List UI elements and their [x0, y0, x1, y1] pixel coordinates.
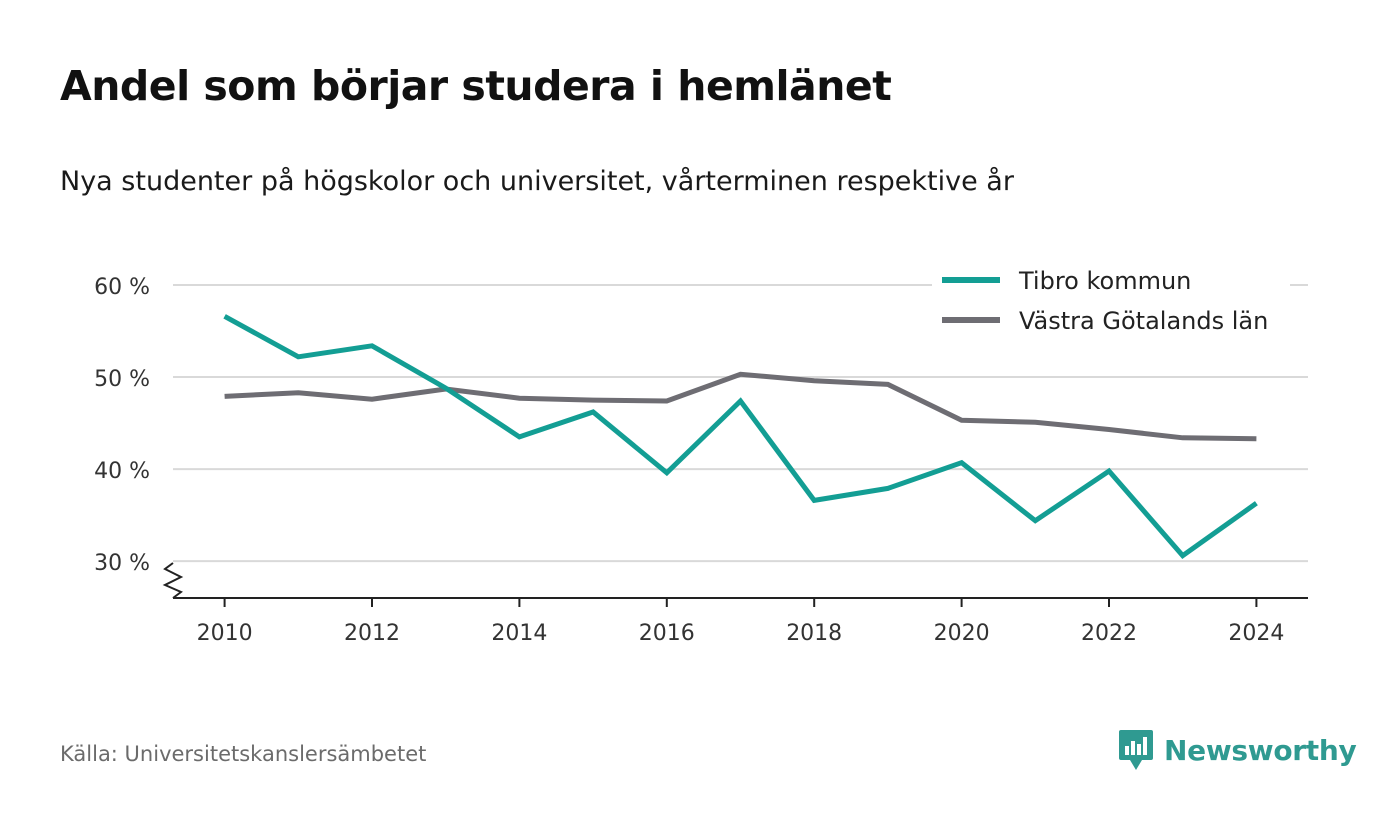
legend-label: Västra Götalands län — [1019, 307, 1268, 335]
series-line-vastra-gotaland — [224, 371, 1257, 442]
chart-title: Andel som börjar studera i hemlänet — [60, 62, 892, 110]
brand-logo: Newsworthy — [1118, 728, 1357, 772]
x-tick-label: 2018 — [786, 621, 842, 646]
source-note: Källa: Universitetskanslersämbetet — [60, 742, 427, 766]
x-tick-label: 2014 — [491, 621, 547, 646]
y-tick-label: 60 % — [94, 275, 150, 300]
x-tick-label: 2020 — [934, 621, 990, 646]
legend: Tibro kommun Västra Götalands län — [932, 262, 1290, 344]
x-tick-label: 2016 — [639, 621, 695, 646]
brand-name: Newsworthy — [1164, 733, 1357, 767]
legend-label: Tibro kommun — [1018, 267, 1191, 295]
x-tick-label: 2022 — [1081, 621, 1137, 646]
line-chart: 30 % 40 % 50 % 60 % 2010 2012 2014 2016 2018 2020… — [94, 262, 1308, 646]
x-tick-label: 2012 — [344, 621, 400, 646]
y-tick-label: 40 % — [94, 459, 150, 484]
x-tick-label: 2024 — [1228, 621, 1284, 646]
series-line-tibro — [223, 314, 1258, 560]
series-lines — [223, 314, 1258, 560]
axis-break-mark — [162, 562, 184, 599]
y-tick-label: 50 % — [94, 367, 150, 392]
chart-subtitle: Nya studenter på högskolor och universit… — [60, 166, 1014, 197]
newsworthy-logo-icon — [1119, 730, 1153, 770]
axes: 30 % 40 % 50 % 60 % 2010 2012 2014 2016 2018 2020… — [94, 275, 1308, 646]
legend-background — [932, 262, 1290, 344]
y-tick-label: 30 % — [94, 551, 150, 576]
x-tick-label: 2010 — [197, 621, 253, 646]
